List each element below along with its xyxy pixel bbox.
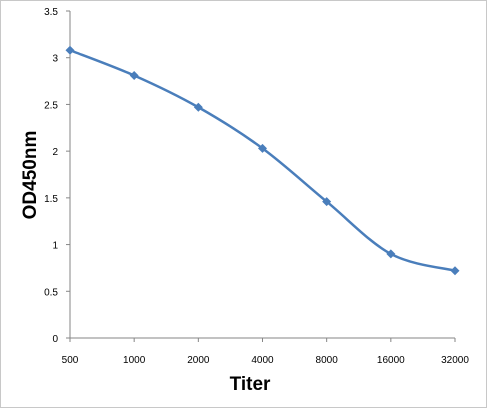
marker-group <box>65 45 460 276</box>
series-line <box>69 49 456 272</box>
x-tick-label: 2000 <box>187 355 210 366</box>
y-tick-label: 3.5 <box>44 7 58 18</box>
data-point-marker <box>386 249 396 259</box>
y-tick-label: 1.5 <box>44 194 58 205</box>
y-tick-label: 1 <box>52 241 58 252</box>
x-tick-label: 500 <box>62 355 79 366</box>
x-tick-group: 500 1000 2000 4000 8000 16000 32000 <box>62 338 469 366</box>
x-tick-label: 1000 <box>123 355 146 366</box>
y-tick-label: 2 <box>52 147 58 158</box>
x-tick-label: 8000 <box>316 355 339 366</box>
data-point-marker <box>129 70 139 80</box>
data-point-marker <box>65 45 75 55</box>
y-tick-label: 2.5 <box>44 100 58 111</box>
data-point-marker <box>450 266 460 276</box>
x-tick-label: 32000 <box>441 355 469 366</box>
data-point-marker <box>258 143 267 153</box>
x-tick-label: 4000 <box>251 355 274 366</box>
data-point-marker <box>193 102 203 112</box>
y-tick-label: 3 <box>52 54 58 65</box>
y-tick-group: 0 0.5 1 1.5 2 2.5 3 3.5 <box>44 7 70 345</box>
data-point-marker <box>322 197 332 207</box>
x-tick-label: 16000 <box>377 355 405 366</box>
y-tick-label: 0.5 <box>44 287 58 298</box>
y-axis-title: OD450nm <box>20 131 41 220</box>
y-tick-label: 0 <box>52 334 58 345</box>
x-axis-title: Titer <box>230 374 271 395</box>
